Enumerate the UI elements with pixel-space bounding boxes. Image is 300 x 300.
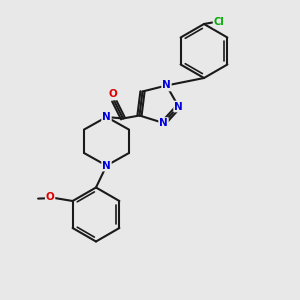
Text: Cl: Cl	[214, 17, 224, 28]
Text: O: O	[108, 89, 117, 100]
Text: N: N	[159, 118, 168, 128]
Text: N: N	[102, 160, 111, 171]
Text: N: N	[102, 112, 111, 122]
Text: O: O	[46, 191, 55, 202]
Text: N: N	[162, 80, 171, 91]
Text: N: N	[174, 101, 183, 112]
